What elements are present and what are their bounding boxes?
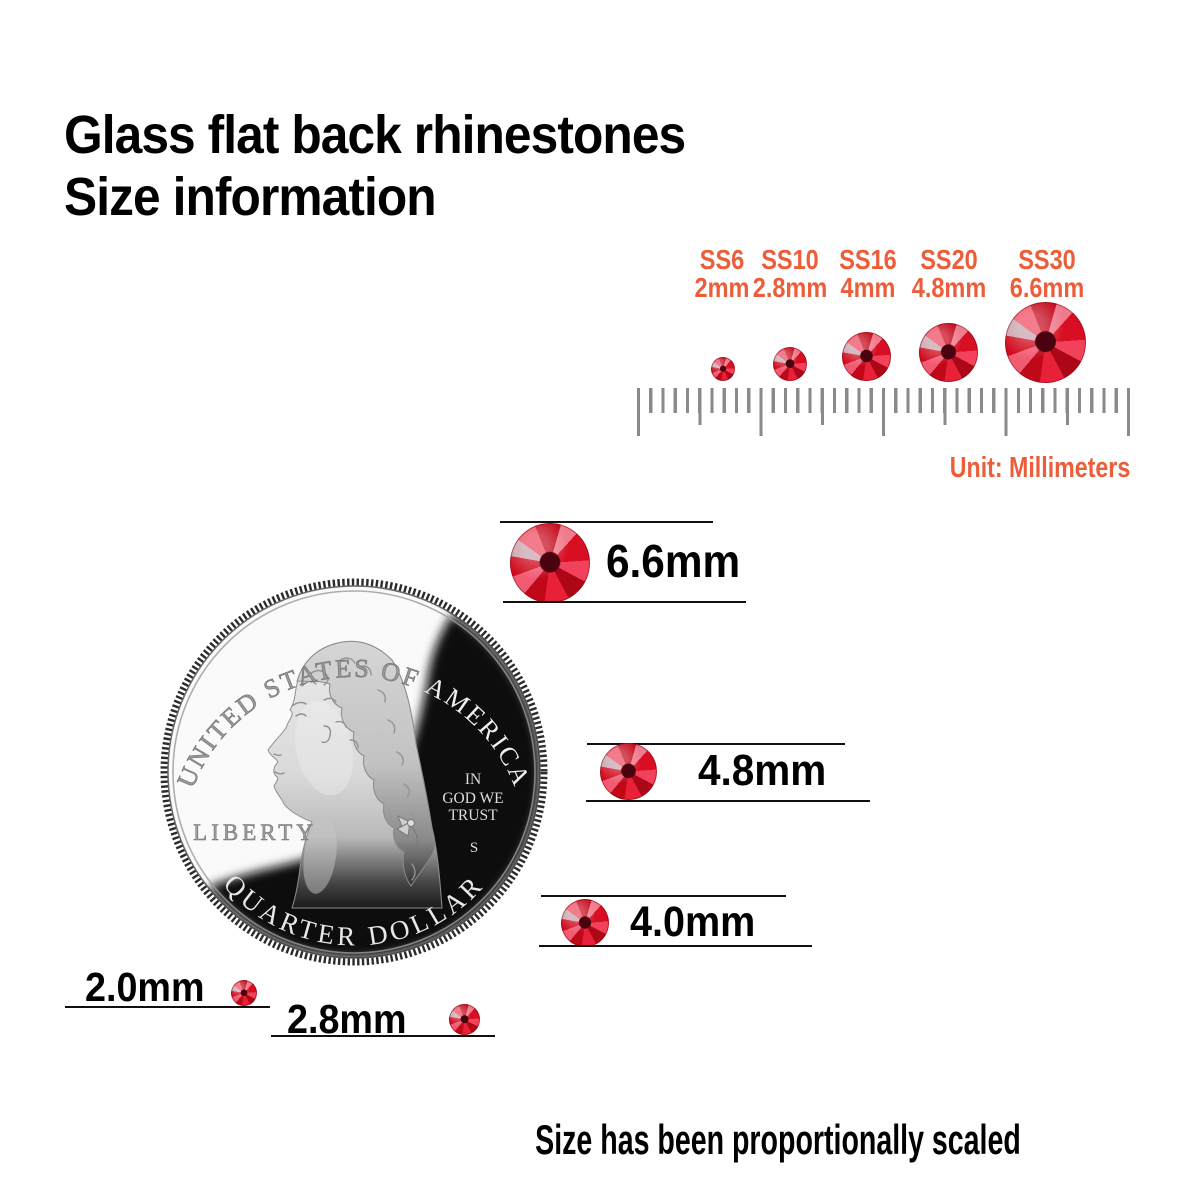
size-column-ss10: SS10 2.8mm <box>753 246 828 302</box>
mm-size-label: 6.6mm <box>1009 272 1085 303</box>
washington-bust <box>267 640 443 909</box>
callout-4-8-top-line <box>587 743 845 745</box>
coin-shadow-area <box>208 614 540 958</box>
size-column-ss30: SS30 6.6mm <box>1010 246 1085 302</box>
motto-text: IN GOD WE TRUST <box>442 771 503 824</box>
rhinestone-ss10-icon <box>773 347 807 381</box>
callout-2-8-label: 2.8mm <box>287 996 407 1042</box>
page-title-line1: Glass flat back rhinestones <box>64 105 686 165</box>
mm-size-label: 2.8mm <box>752 272 828 303</box>
rhinestone-ss30-icon <box>1005 302 1086 383</box>
callout-6-6-label: 6.6mm <box>606 535 741 587</box>
callout-6-6-bottom-line <box>503 601 746 603</box>
mm-size-label: 2mm <box>694 272 750 303</box>
ruler-unit-label: Unit: Millimeters <box>949 452 1131 484</box>
page-title: Glass flat back rhinestones Size informa… <box>64 104 686 228</box>
motto-line1: IN <box>465 771 481 788</box>
motto-line3: TRUST <box>448 807 498 824</box>
rhinestone-2-8mm-icon <box>449 1004 480 1035</box>
quarter-coin-image: UNITED STATES OF AMERICA LIBERTY IN GOD … <box>160 578 548 966</box>
ss-code-label: SS6 <box>699 244 745 275</box>
mm-size-label: 4.8mm <box>911 272 987 303</box>
size-column-ss20: SS20 4.8mm <box>912 246 987 302</box>
ss-code-label: SS16 <box>839 244 897 275</box>
ss-code-label: SS30 <box>1018 244 1076 275</box>
size-column-ss6: SS6 2mm <box>695 246 750 302</box>
rhinestone-4-8mm-icon <box>600 743 657 800</box>
callout-6-6-top-line <box>500 521 713 523</box>
face-detail-strokes <box>273 701 332 775</box>
callout-4-0-top-line <box>541 895 786 897</box>
rhinestone-ss6-icon <box>711 357 735 381</box>
liberty-text: LIBERTY <box>193 820 317 845</box>
mint-mark: S <box>470 840 478 856</box>
rhinestone-2-0mm-icon <box>231 980 257 1006</box>
hair-curl-strokes <box>301 657 417 881</box>
coin-inner-rim <box>172 590 536 954</box>
rhinestone-ss20-icon <box>919 323 978 382</box>
mm-size-label: 4mm <box>840 272 896 303</box>
ss-code-label: SS20 <box>920 244 978 275</box>
page-title-line2: Size information <box>64 167 437 227</box>
callout-4-0-label: 4.0mm <box>630 898 756 946</box>
motto-line2: GOD WE <box>442 790 503 807</box>
callout-2-0-label: 2.0mm <box>85 964 205 1010</box>
size-column-ss16: SS16 4mm <box>839 246 897 302</box>
rhinestone-ss16-icon <box>842 332 891 381</box>
rhinestone-6-6mm-icon <box>510 523 590 603</box>
coin-reeded-edge <box>160 578 548 966</box>
ss-code-label: SS10 <box>761 244 819 275</box>
ruler-cm-ticks <box>637 388 1131 436</box>
rhinestone-4-0mm-icon <box>561 899 609 947</box>
callout-4-8-label: 4.8mm <box>698 746 827 795</box>
callout-2-0-underline <box>65 1006 270 1008</box>
callout-2-8-underline <box>271 1035 495 1037</box>
ponytail-bow <box>396 814 418 848</box>
callout-4-8-bottom-line <box>586 800 870 802</box>
footer-note: Size has been proportionally scaled <box>535 1116 1021 1163</box>
callout-4-0-bottom-line <box>539 945 812 947</box>
